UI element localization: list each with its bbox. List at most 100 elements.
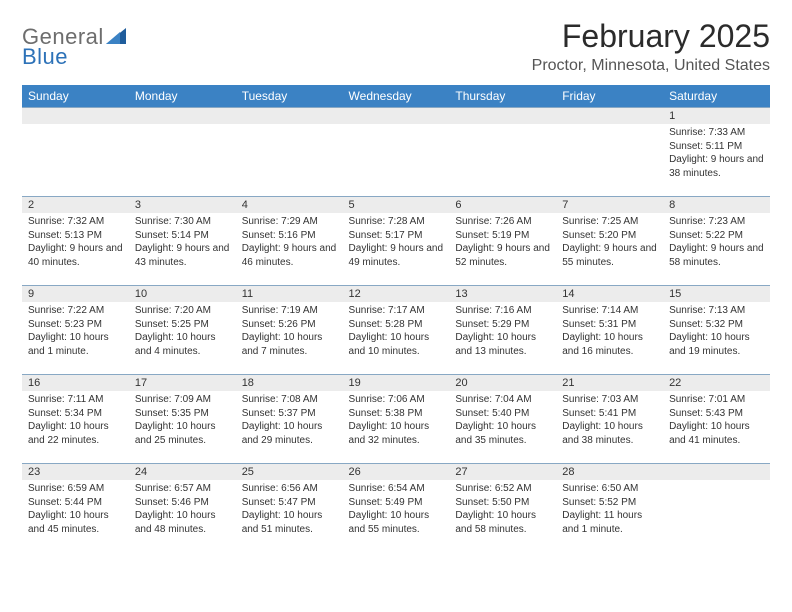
daylight-text: Daylight: 10 hours and 16 minutes. <box>562 331 657 358</box>
sunrise-text: Sunrise: 7:32 AM <box>28 215 123 229</box>
day-data: Sunrise: 7:16 AMSunset: 5:29 PMDaylight:… <box>449 302 556 362</box>
day-number: 25 <box>236 464 343 480</box>
sunrise-text: Sunrise: 7:14 AM <box>562 304 657 318</box>
calendar-cell: 25Sunrise: 6:56 AMSunset: 5:47 PMDayligh… <box>236 464 343 553</box>
day-data: Sunrise: 7:06 AMSunset: 5:38 PMDaylight:… <box>343 391 450 451</box>
calendar-cell <box>343 108 450 197</box>
brand-logo: General Blue <box>22 18 126 70</box>
calendar-cell: 5Sunrise: 7:28 AMSunset: 5:17 PMDaylight… <box>343 197 450 286</box>
sunset-text: Sunset: 5:43 PM <box>669 407 764 421</box>
sunset-text: Sunset: 5:40 PM <box>455 407 550 421</box>
header: General Blue February 2025 Proctor, Minn… <box>22 18 770 75</box>
day-number: 18 <box>236 375 343 391</box>
day-data: Sunrise: 7:20 AMSunset: 5:25 PMDaylight:… <box>129 302 236 362</box>
calendar-row: 16Sunrise: 7:11 AMSunset: 5:34 PMDayligh… <box>22 375 770 464</box>
sunrise-text: Sunrise: 7:30 AM <box>135 215 230 229</box>
sunrise-text: Sunrise: 7:11 AM <box>28 393 123 407</box>
day-number: 19 <box>343 375 450 391</box>
month-title: February 2025 <box>532 18 770 55</box>
day-number <box>236 108 343 124</box>
sunrise-text: Sunrise: 6:54 AM <box>349 482 444 496</box>
sunrise-text: Sunrise: 7:09 AM <box>135 393 230 407</box>
day-number <box>22 108 129 124</box>
calendar-cell: 27Sunrise: 6:52 AMSunset: 5:50 PMDayligh… <box>449 464 556 553</box>
daylight-text: Daylight: 9 hours and 46 minutes. <box>242 242 337 269</box>
day-number: 7 <box>556 197 663 213</box>
calendar-cell: 3Sunrise: 7:30 AMSunset: 5:14 PMDaylight… <box>129 197 236 286</box>
day-number: 9 <box>22 286 129 302</box>
calendar-cell <box>129 108 236 197</box>
day-data: Sunrise: 7:26 AMSunset: 5:19 PMDaylight:… <box>449 213 556 273</box>
sunset-text: Sunset: 5:37 PM <box>242 407 337 421</box>
daylight-text: Daylight: 9 hours and 52 minutes. <box>455 242 550 269</box>
daylight-text: Daylight: 10 hours and 29 minutes. <box>242 420 337 447</box>
calendar-cell: 12Sunrise: 7:17 AMSunset: 5:28 PMDayligh… <box>343 286 450 375</box>
daylight-text: Daylight: 10 hours and 19 minutes. <box>669 331 764 358</box>
day-number: 24 <box>129 464 236 480</box>
sunset-text: Sunset: 5:29 PM <box>455 318 550 332</box>
sunset-text: Sunset: 5:26 PM <box>242 318 337 332</box>
calendar-cell: 7Sunrise: 7:25 AMSunset: 5:20 PMDaylight… <box>556 197 663 286</box>
calendar-cell: 18 Sunrise: 7:08 AMSunset: 5:37 PMDayligh… <box>236 375 343 464</box>
sunrise-text: Sunrise: 7:13 AM <box>669 304 764 318</box>
day-data: Sunrise: 7:09 AMSunset: 5:35 PMDaylight:… <box>129 391 236 451</box>
weekday-header-row: Sunday Monday Tuesday Wednesday Thursday… <box>22 85 770 108</box>
calendar-cell: 17Sunrise: 7:09 AMSunset: 5:35 PMDayligh… <box>129 375 236 464</box>
day-number: 20 <box>449 375 556 391</box>
calendar-cell: 22Sunrise: 7:01 AMSunset: 5:43 PMDayligh… <box>663 375 770 464</box>
day-number <box>556 108 663 124</box>
day-number <box>663 464 770 480</box>
day-number: 3 <box>129 197 236 213</box>
daylight-text: Daylight: 9 hours and 58 minutes. <box>669 242 764 269</box>
sunset-text: Sunset: 5:46 PM <box>135 496 230 510</box>
day-data: Sunrise: 7:25 AMSunset: 5:20 PMDaylight:… <box>556 213 663 273</box>
day-data: Sunrise: 7:23 AMSunset: 5:22 PMDaylight:… <box>663 213 770 273</box>
day-data: Sunrise: 7:01 AMSunset: 5:43 PMDaylight:… <box>663 391 770 451</box>
day-number: 4 <box>236 197 343 213</box>
day-number: 11 <box>236 286 343 302</box>
sunrise-text: Sunrise: 7:08 AM <box>242 393 337 407</box>
sunset-text: Sunset: 5:17 PM <box>349 229 444 243</box>
day-number: 10 <box>129 286 236 302</box>
calendar-cell: 6Sunrise: 7:26 AMSunset: 5:19 PMDaylight… <box>449 197 556 286</box>
sunset-text: Sunset: 5:52 PM <box>562 496 657 510</box>
sunset-text: Sunset: 5:25 PM <box>135 318 230 332</box>
calendar-cell: 14Sunrise: 7:14 AMSunset: 5:31 PMDayligh… <box>556 286 663 375</box>
daylight-text: Daylight: 10 hours and 45 minutes. <box>28 509 123 536</box>
day-number: 8 <box>663 197 770 213</box>
day-data: Sunrise: 7:29 AMSunset: 5:16 PMDaylight:… <box>236 213 343 273</box>
calendar-cell <box>236 108 343 197</box>
calendar-cell: 11Sunrise: 7:19 AMSunset: 5:26 PMDayligh… <box>236 286 343 375</box>
sunrise-text: Sunrise: 7:16 AM <box>455 304 550 318</box>
day-data: Sunrise: 6:59 AMSunset: 5:44 PMDaylight:… <box>22 480 129 540</box>
daylight-text: Daylight: 10 hours and 41 minutes. <box>669 420 764 447</box>
sunrise-text: Sunrise: 7:06 AM <box>349 393 444 407</box>
location-text: Proctor, Minnesota, United States <box>532 57 770 75</box>
day-number: 27 <box>449 464 556 480</box>
day-number: 12 <box>343 286 450 302</box>
day-number: 16 <box>22 375 129 391</box>
calendar-cell: 16Sunrise: 7:11 AMSunset: 5:34 PMDayligh… <box>22 375 129 464</box>
weekday-header: Wednesday <box>343 85 450 108</box>
daylight-text: Daylight: 9 hours and 38 minutes. <box>669 153 764 180</box>
sunset-text: Sunset: 5:19 PM <box>455 229 550 243</box>
calendar-cell <box>663 464 770 553</box>
sail-icon <box>106 24 126 49</box>
sunrise-text: Sunrise: 6:52 AM <box>455 482 550 496</box>
sunrise-text: Sunrise: 6:59 AM <box>28 482 123 496</box>
calendar-cell <box>22 108 129 197</box>
daylight-text: Daylight: 10 hours and 48 minutes. <box>135 509 230 536</box>
daylight-text: Daylight: 10 hours and 7 minutes. <box>242 331 337 358</box>
sunset-text: Sunset: 5:47 PM <box>242 496 337 510</box>
sunset-text: Sunset: 5:23 PM <box>28 318 123 332</box>
day-number: 26 <box>343 464 450 480</box>
day-number: 15 <box>663 286 770 302</box>
daylight-text: Daylight: 10 hours and 51 minutes. <box>242 509 337 536</box>
day-number: 14 <box>556 286 663 302</box>
calendar-cell: 28Sunrise: 6:50 AMSunset: 5:52 PMDayligh… <box>556 464 663 553</box>
calendar-cell: 20Sunrise: 7:04 AMSunset: 5:40 PMDayligh… <box>449 375 556 464</box>
sunset-text: Sunset: 5:28 PM <box>349 318 444 332</box>
day-data: Sunrise: 6:54 AMSunset: 5:49 PMDaylight:… <box>343 480 450 540</box>
sunset-text: Sunset: 5:35 PM <box>135 407 230 421</box>
day-data: Sunrise: 6:57 AMSunset: 5:46 PMDaylight:… <box>129 480 236 540</box>
